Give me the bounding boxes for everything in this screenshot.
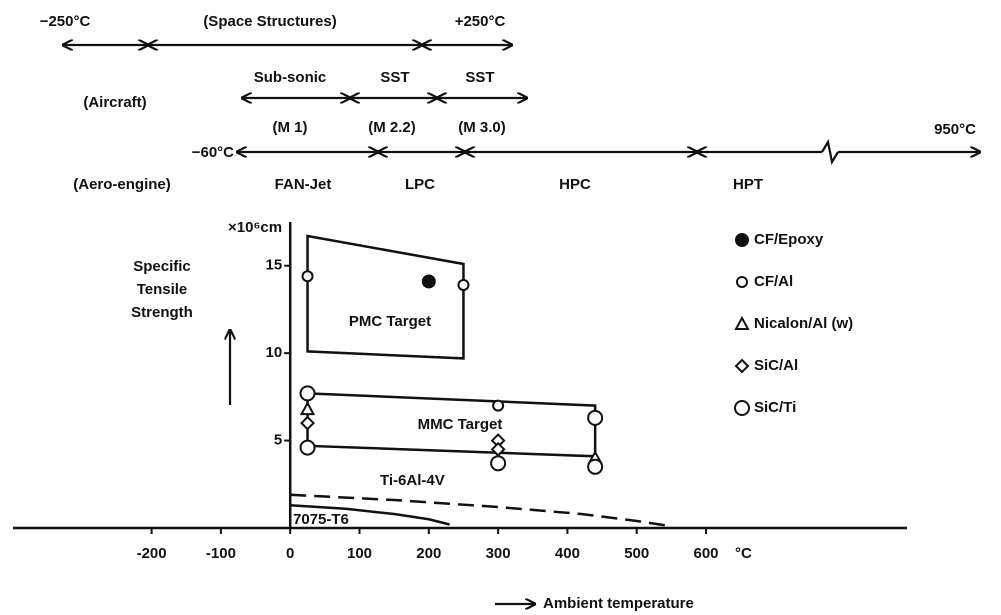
annotation: (M 3.0)	[458, 119, 506, 136]
annotation: SST	[465, 69, 494, 86]
legend-marker	[734, 400, 750, 416]
annotation: −250°C	[40, 13, 91, 30]
legend-marker	[735, 233, 749, 247]
x-tick-label: 200	[416, 545, 441, 562]
x-axis-label: °C	[735, 545, 752, 562]
x-tick-label: 500	[624, 545, 649, 562]
curve-label: 7075-T6	[293, 511, 349, 528]
y-axis-label: Strength	[131, 304, 193, 321]
annotation: (Space Structures)	[203, 13, 336, 30]
reference-curve	[290, 504, 450, 526]
legend-label: SiC/Ti	[754, 399, 796, 416]
range-arrows	[63, 45, 980, 604]
y-unit: ×10⁶cm	[228, 219, 282, 236]
y-axis-label: Specific	[133, 258, 191, 275]
annotation: (Aircraft)	[83, 94, 146, 111]
point	[421, 274, 436, 289]
target-region	[306, 234, 465, 360]
reference-curve	[290, 493, 672, 528]
point	[492, 399, 505, 412]
point	[299, 385, 316, 402]
y-tick-label: 10	[266, 344, 283, 361]
legend-label: CF/Al	[754, 273, 793, 290]
x-tick-label: 100	[347, 545, 372, 562]
y-tick-label: 15	[266, 257, 283, 274]
y-axis-label: Tensile	[137, 281, 188, 298]
annotation: −60°C	[192, 144, 234, 161]
annotation: Sub-sonic	[254, 69, 327, 86]
annotation: (M 1)	[273, 119, 308, 136]
x-tick-label: 300	[486, 545, 511, 562]
annotation: (Aero-engine)	[73, 176, 171, 193]
point	[300, 415, 315, 431]
annotation: HPT	[733, 176, 763, 193]
annotation: FAN-Jet	[275, 176, 332, 193]
annotation: Ambient temperature	[543, 595, 694, 612]
annotation: LPC	[405, 176, 435, 193]
legend-label: CF/Epoxy	[754, 231, 824, 248]
point	[587, 409, 604, 426]
x-tick-label: 0	[286, 545, 294, 562]
point	[587, 458, 604, 475]
legend-marker	[736, 276, 748, 288]
legend-marker	[734, 315, 750, 330]
point	[457, 278, 470, 291]
annotation: +250°C	[455, 13, 506, 30]
point	[299, 401, 316, 416]
legend-label: Nicalon/Al (w)	[754, 315, 853, 332]
point	[490, 455, 507, 472]
curve-label: Ti-6Al-4V	[380, 472, 445, 489]
legend-marker	[734, 358, 750, 374]
x-tick-label: -100	[206, 545, 236, 562]
annotation: 950°C	[934, 121, 976, 138]
x-tick-label: 400	[555, 545, 580, 562]
point	[301, 270, 314, 283]
region-label: MMC Target	[418, 416, 503, 433]
region-label: PMC Target	[349, 313, 431, 330]
annotation: SST	[380, 69, 409, 86]
x-tick-label: -200	[137, 545, 167, 562]
legend-label: SiC/Al	[754, 357, 798, 374]
annotation: HPC	[559, 176, 591, 193]
annotation: (M 2.2)	[368, 119, 416, 136]
x-tick-label: 600	[694, 545, 719, 562]
point	[299, 439, 316, 456]
y-tick-label: 5	[274, 432, 282, 449]
